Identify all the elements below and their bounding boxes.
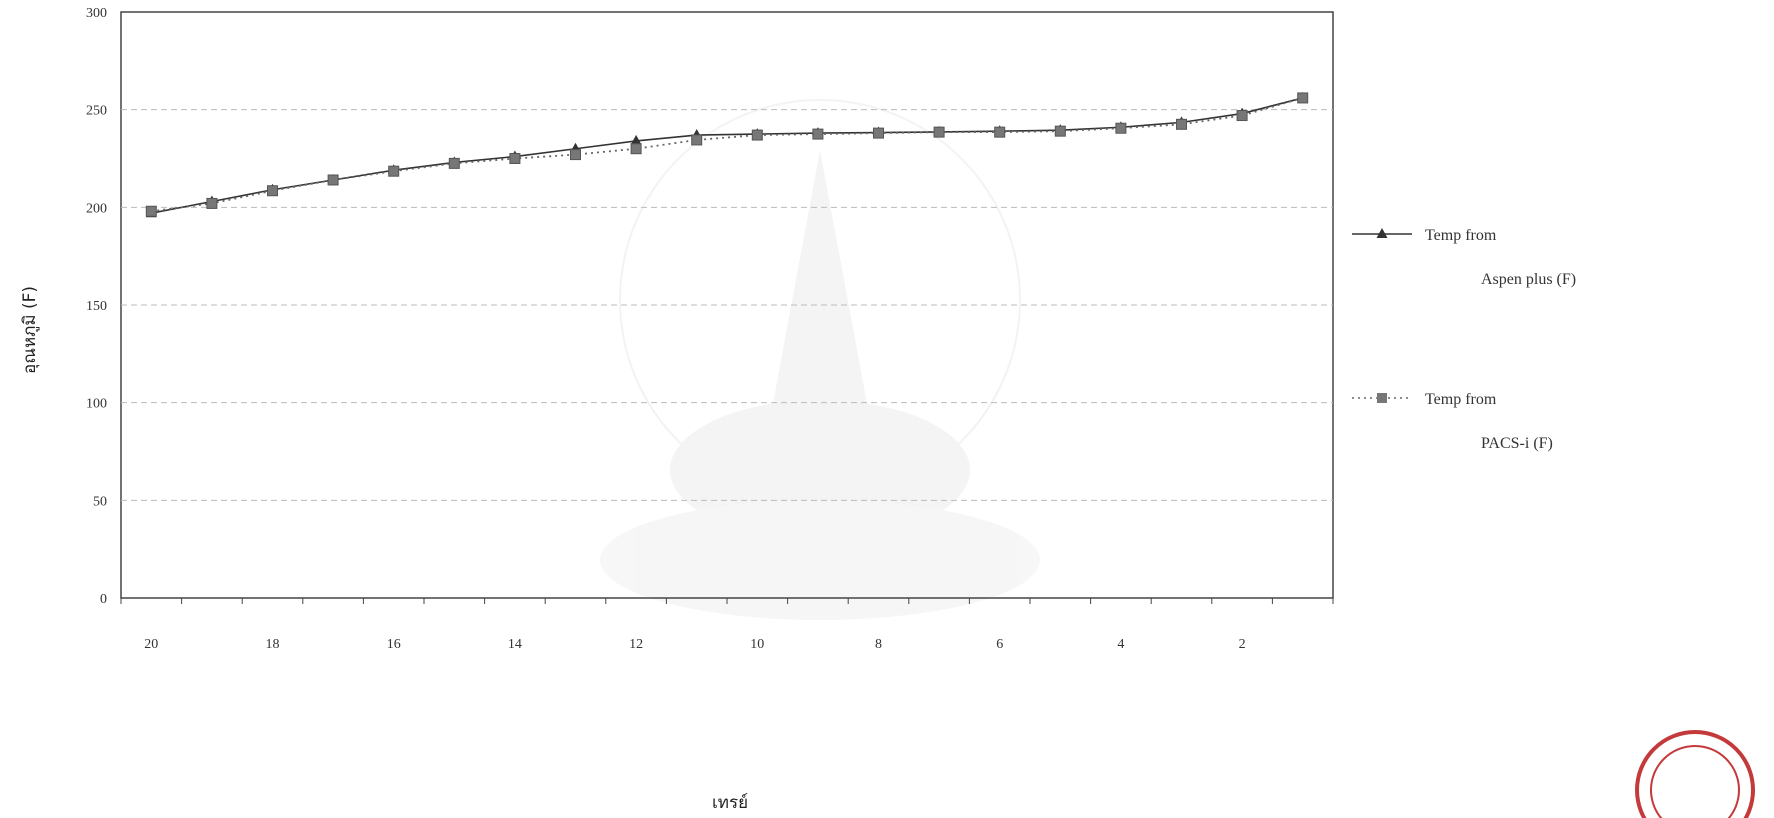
legend-marker xyxy=(1377,393,1387,403)
y-tick-label: 100 xyxy=(86,397,107,412)
y-axis: 0 50 100 150 200 250 300 xyxy=(86,6,107,607)
x-tick-label: 4 xyxy=(1117,637,1124,652)
x-axis: 20 18 16 14 12 10 8 6 4 2 xyxy=(120,598,1334,652)
x-tick-label: 18 xyxy=(266,637,280,652)
data-point xyxy=(448,157,460,169)
data-point xyxy=(691,134,703,146)
x-tick-label: 20 xyxy=(144,637,158,652)
legend: Temp from Aspen plus (F) Temp from PACS-i (… xyxy=(1352,227,1576,452)
x-tick-label: 16 xyxy=(387,637,401,652)
legend-label: PACS-i (F) xyxy=(1481,435,1553,452)
data-point xyxy=(1236,110,1248,122)
x-tick-label: 6 xyxy=(996,637,1003,652)
data-point xyxy=(1115,122,1127,134)
legend-marker xyxy=(1376,228,1388,238)
x-tick-label: 14 xyxy=(508,637,522,652)
x-tick-label: 12 xyxy=(629,637,643,652)
data-point xyxy=(1176,118,1187,130)
y-axis-title: อุณหภูมิ (F) xyxy=(20,286,40,374)
data-point xyxy=(327,174,339,186)
data-point xyxy=(388,165,400,177)
x-tick-label: 2 xyxy=(1239,637,1246,652)
series-line xyxy=(151,97,1303,214)
data-point xyxy=(570,149,581,161)
data-point xyxy=(145,205,157,217)
y-tick-label: 200 xyxy=(86,201,107,216)
data-point xyxy=(206,197,218,209)
legend-label: Temp from xyxy=(1425,227,1497,244)
x-tick-label: 10 xyxy=(750,637,764,652)
watermark-emblem xyxy=(600,99,1040,620)
y-tick-label: 0 xyxy=(100,592,107,607)
gridlines xyxy=(121,109,1333,501)
data-point xyxy=(751,129,763,141)
y-tick-label: 300 xyxy=(86,6,107,21)
data-point xyxy=(933,126,945,138)
data-point xyxy=(1054,125,1066,137)
data-point xyxy=(630,143,642,155)
data-point xyxy=(630,134,642,145)
data-point xyxy=(994,126,1006,138)
y-tick-label: 250 xyxy=(86,104,107,119)
data-point xyxy=(267,185,278,197)
x-tick-label: 8 xyxy=(875,637,882,652)
x-axis-title: เทรย์ xyxy=(712,793,748,813)
data-point xyxy=(812,128,824,140)
data-point xyxy=(509,153,521,164)
y-tick-label: 150 xyxy=(86,299,107,314)
data-point xyxy=(1297,92,1309,104)
series xyxy=(145,91,1309,218)
legend-label: Aspen plus (F) xyxy=(1481,271,1576,288)
legend-label: Temp from xyxy=(1425,391,1497,408)
stamp-seal xyxy=(1635,730,1755,818)
series-line xyxy=(151,97,1303,213)
y-tick-label: 50 xyxy=(93,494,107,509)
data-point xyxy=(873,127,884,139)
